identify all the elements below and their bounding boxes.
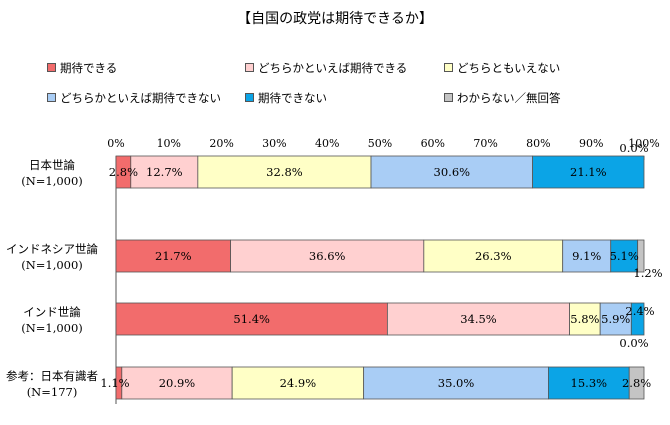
category-label-n: (N=1,000) bbox=[21, 174, 83, 188]
data-label: 0.0% bbox=[619, 336, 648, 350]
data-label: 35.0% bbox=[438, 376, 475, 390]
category-label-n: (N=177) bbox=[27, 385, 78, 399]
bar-segment bbox=[628, 366, 645, 400]
data-label: 12.7% bbox=[146, 165, 183, 179]
data-label: 32.8% bbox=[266, 165, 303, 179]
data-label: 5.8% bbox=[570, 312, 599, 326]
bar-segment bbox=[637, 239, 645, 273]
bar-segment bbox=[630, 302, 645, 336]
legend-swatch-somewhat-not-expect bbox=[47, 93, 56, 102]
bar-segment bbox=[423, 239, 564, 273]
bar-segment bbox=[370, 155, 533, 189]
data-label: 20.9% bbox=[159, 376, 196, 390]
bar-segment bbox=[231, 366, 365, 400]
data-label: 24.9% bbox=[280, 376, 317, 390]
bar-segment bbox=[562, 239, 612, 273]
legend-label-somewhat-expect: どちらかといえば期待できる bbox=[258, 61, 408, 75]
x-tick-label: 90% bbox=[579, 137, 603, 150]
bar-segment bbox=[548, 366, 630, 400]
data-label: 5.9% bbox=[601, 312, 630, 326]
data-label: 36.6% bbox=[309, 249, 346, 263]
x-tick-label: 100% bbox=[628, 137, 659, 150]
x-tick-label: 30% bbox=[262, 137, 286, 150]
data-label: 26.3% bbox=[475, 249, 512, 263]
x-tick-label: 0% bbox=[107, 137, 124, 150]
legend-label-not-expect: 期待できない bbox=[258, 91, 327, 105]
bar-segment bbox=[532, 155, 645, 189]
data-label: 1.2% bbox=[633, 266, 662, 280]
data-label: 15.3% bbox=[571, 376, 608, 390]
data-label: 34.5% bbox=[460, 312, 497, 326]
legend-swatch-expect bbox=[47, 63, 56, 72]
bar-segment bbox=[230, 239, 425, 273]
data-label: 9.1% bbox=[572, 249, 601, 263]
bar-segment bbox=[130, 155, 199, 189]
legend-label-expect: 期待できる bbox=[60, 61, 118, 75]
bar-segment bbox=[599, 302, 632, 336]
data-label: 30.6% bbox=[434, 165, 471, 179]
category-label: インドネシア世論 bbox=[6, 242, 98, 256]
x-tick-label: 40% bbox=[315, 137, 339, 150]
category-label: インド世論 bbox=[23, 305, 81, 319]
bar-segment bbox=[363, 366, 549, 400]
x-tick-label: 20% bbox=[209, 137, 233, 150]
data-label: 1.1% bbox=[100, 376, 129, 390]
category-label-n: (N=1,000) bbox=[21, 258, 83, 272]
data-label: 0.0% bbox=[619, 141, 648, 155]
data-label: 5.1% bbox=[610, 249, 639, 263]
category-label: 参考：日本有識者 bbox=[6, 369, 98, 383]
x-tick-label: 50% bbox=[368, 137, 392, 150]
category-label: 日本世論 bbox=[29, 158, 75, 172]
legend-label-somewhat-not-expect: どちらかといえば期待できない bbox=[60, 91, 221, 105]
data-label: 21.7% bbox=[155, 249, 192, 263]
data-label: 2.8% bbox=[109, 165, 138, 179]
legend-swatch-not-expect bbox=[245, 93, 254, 102]
data-label: 2.4% bbox=[625, 304, 654, 318]
x-tick-label: 10% bbox=[157, 137, 181, 150]
data-label: 51.4% bbox=[233, 312, 270, 326]
x-tick-label: 70% bbox=[473, 137, 497, 150]
bar-segment bbox=[386, 302, 570, 336]
category-label-n: (N=1,000) bbox=[21, 321, 83, 335]
legend-swatch-somewhat-expect bbox=[245, 63, 254, 72]
bar-segment bbox=[121, 366, 233, 400]
legend-label-neutral: どちらともいえない bbox=[457, 61, 561, 75]
data-label: 21.1% bbox=[570, 165, 607, 179]
x-tick-label: 60% bbox=[421, 137, 445, 150]
legend-swatch-neutral bbox=[444, 63, 453, 72]
x-tick-label: 80% bbox=[526, 137, 550, 150]
chart-title: 【自国の政党は期待できるか】 bbox=[237, 11, 433, 27]
data-label: 2.8% bbox=[622, 376, 651, 390]
bar-segment bbox=[569, 302, 601, 336]
bar-segment bbox=[197, 155, 372, 189]
legend-swatch-unknown bbox=[444, 93, 453, 102]
bar-segment bbox=[610, 239, 639, 273]
legend-label-unknown: わからない／無回答 bbox=[457, 91, 561, 105]
